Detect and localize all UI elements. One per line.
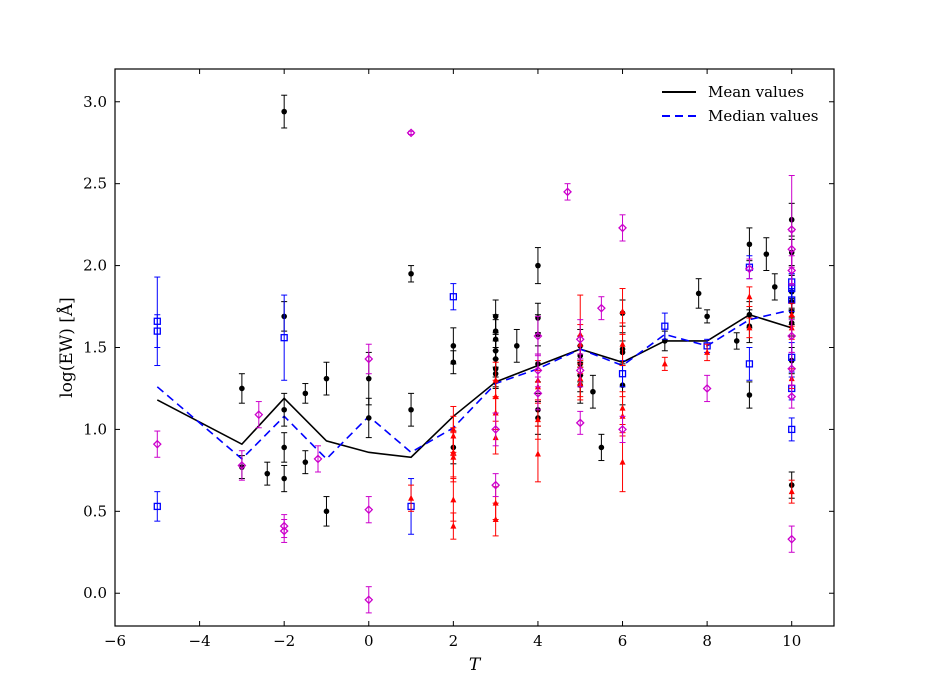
- data-point-circle: [365, 397, 372, 439]
- data-point-diamond: [702, 374, 712, 403]
- points-layer: [152, 94, 797, 614]
- x-tick-label: 10: [782, 632, 801, 650]
- data-point-diamond: [491, 473, 501, 498]
- data-point-circle: [746, 227, 753, 262]
- data-point-diamond: [406, 128, 416, 138]
- data-point-triangle: [661, 356, 668, 371]
- data-point-circle: [598, 433, 605, 462]
- y-tick-label: 2.0: [83, 257, 107, 275]
- data-point-circle: [704, 309, 711, 324]
- y-tick-label: 1.0: [83, 420, 107, 438]
- data-point-square: [153, 491, 161, 522]
- data-point-diamond: [533, 376, 543, 411]
- data-point-diamond: [364, 496, 374, 524]
- data-point-diamond: [364, 343, 374, 375]
- data-point-diamond: [618, 415, 627, 444]
- x-tick-label: 6: [618, 632, 628, 650]
- legend-label-mean: Mean values: [708, 83, 804, 101]
- data-point-square: [280, 294, 288, 381]
- data-point-diamond: [152, 430, 162, 458]
- data-point-diamond: [313, 445, 323, 473]
- data-point-circle: [302, 450, 309, 475]
- data-point-circle: [323, 361, 330, 396]
- y-tick-label: 1.5: [83, 339, 107, 357]
- x-tick-label: 0: [364, 632, 374, 650]
- data-point-diamond: [787, 255, 797, 286]
- data-point-square: [153, 314, 161, 348]
- x-tick-label: 8: [702, 632, 712, 650]
- data-point-circle: [264, 461, 271, 486]
- data-point-diamond: [563, 183, 572, 201]
- data-point-circle: [534, 247, 541, 285]
- data-point-diamond: [787, 384, 797, 409]
- data-point-diamond: [575, 410, 585, 435]
- data-point-triangle: [704, 343, 711, 362]
- data-point-diamond: [237, 450, 247, 481]
- data-point-diamond: [364, 586, 374, 614]
- data-point-circle: [302, 383, 309, 404]
- data-point-circle: [408, 265, 415, 283]
- x-tick-label: −6: [104, 632, 126, 650]
- data-point-circle: [746, 381, 753, 409]
- data-point-square: [449, 283, 458, 311]
- data-point-diamond: [618, 214, 627, 242]
- data-point-triangle: [492, 502, 499, 537]
- y-tick-label: 0.0: [83, 584, 107, 602]
- y-axis-label: log(EW) [Å]: [56, 297, 77, 398]
- data-point-triangle: [619, 322, 626, 367]
- data-point-circle: [281, 464, 288, 493]
- data-point-triangle: [746, 286, 753, 308]
- y-tick-label: 2.5: [83, 175, 107, 193]
- data-point-triangle: [450, 432, 457, 483]
- data-point-triangle: [534, 425, 541, 483]
- data-point-circle: [513, 328, 520, 363]
- data-point-circle: [323, 496, 330, 527]
- data-point-circle: [238, 373, 245, 404]
- data-point-circle: [450, 350, 457, 375]
- data-point-diamond: [744, 258, 754, 280]
- legend: Mean values Median values: [662, 83, 818, 125]
- data-point-diamond: [254, 401, 264, 429]
- x-tick-label: −2: [273, 632, 295, 650]
- data-point-circle: [281, 432, 288, 463]
- data-point-circle: [281, 392, 288, 427]
- data-point-triangle: [408, 484, 415, 512]
- data-point-diamond: [491, 412, 501, 447]
- data-point-circle: [695, 278, 702, 309]
- data-point-diamond: [596, 296, 606, 321]
- data-point-diamond: [279, 519, 289, 543]
- ticks-layer: −6 −4 −2 0 2 4 6 8 10 0.0 0.5 1.0 1.5 2.0 2.5 3.0: [83, 69, 834, 650]
- data-point-circle: [733, 332, 740, 350]
- plot-frame: [114, 68, 835, 627]
- data-point-diamond: [575, 353, 585, 388]
- y-tick-label: 0.5: [83, 502, 107, 520]
- data-point-square: [661, 312, 669, 340]
- data-point-triangle: [450, 512, 457, 540]
- data-point-diamond: [787, 525, 797, 553]
- data-point-circle: [408, 392, 415, 427]
- data-point-triangle: [788, 479, 795, 504]
- x-tick-label: 4: [533, 632, 543, 650]
- data-point-circle: [771, 273, 778, 301]
- x-axis-label: T: [469, 655, 482, 675]
- data-point-circle: [281, 94, 288, 129]
- data-point-circle: [589, 374, 596, 409]
- data-point-diamond: [575, 319, 585, 360]
- data-point-diamond: [533, 315, 543, 357]
- data-point-square: [788, 417, 796, 442]
- data-point-triangle: [746, 317, 753, 339]
- y-tick-label: 3.0: [83, 93, 107, 111]
- data-point-square: [745, 347, 754, 381]
- x-tick-label: −4: [189, 632, 211, 650]
- legend-label-median: Median values: [708, 107, 818, 125]
- data-point-circle: [763, 237, 770, 272]
- x-tick-label: 2: [449, 632, 459, 650]
